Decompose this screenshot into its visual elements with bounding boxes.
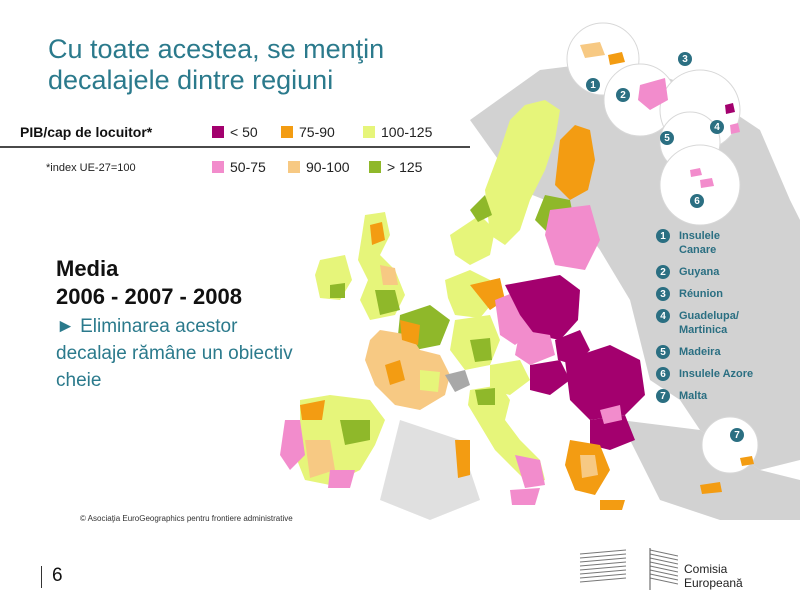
- legend-header: PIB/cap de locuitor*: [20, 124, 153, 140]
- inset-badge-5: 5: [660, 131, 674, 145]
- italy-regions: [455, 385, 545, 505]
- legend-note: *index UE-27=100: [46, 162, 136, 174]
- list-item: 7 Malta: [656, 389, 759, 403]
- slide-number: 6: [52, 565, 63, 586]
- inset-badge-4: 4: [710, 120, 724, 134]
- inset-badge-3: 3: [678, 52, 692, 66]
- south-east-regions: [565, 345, 645, 450]
- list-number: 4: [656, 309, 670, 323]
- list-item: 6 Insulele Azore: [656, 367, 759, 381]
- list-number: 3: [656, 287, 670, 301]
- outermost-region-insets: [566, 22, 759, 474]
- media-block: Media 2006 - 2007 - 2008 ► Eliminarea ac…: [56, 255, 296, 394]
- legend-swatch: [363, 126, 375, 138]
- legend-divider: [0, 146, 470, 148]
- slide-number-divider: [41, 566, 42, 588]
- title-line-2: decalajele dintre regiuni: [48, 65, 334, 95]
- list-item: 4 Guadelupa/ Martinica: [656, 309, 759, 337]
- legend-label: 100-125: [381, 124, 433, 140]
- list-number: 6: [656, 367, 670, 381]
- org-line-2: Europeană: [684, 576, 743, 590]
- island-label: Madeira: [679, 346, 721, 358]
- list-item: 2 Guyana: [656, 265, 759, 279]
- island-label: Guyana: [679, 266, 720, 278]
- legend-item-gt125: > 125: [369, 159, 422, 175]
- islands-list: 1 Insulele Canare 2 Guyana 3 Réunion 4 G…: [656, 229, 759, 411]
- european-commission-logo: [579, 548, 678, 590]
- scandinavia-regions: [450, 100, 595, 265]
- legend-item-100-125: 100-125: [363, 124, 432, 140]
- copyright-note: © Asociaţia EuroGeographics pentru front…: [80, 514, 293, 523]
- inset-regions: [580, 42, 754, 466]
- legend-swatch: [369, 161, 381, 173]
- legend-label: < 50: [230, 124, 258, 140]
- media-years: 2006 - 2007 - 2008: [56, 284, 242, 309]
- island-label: Insulele Azore: [679, 368, 754, 380]
- uk-ireland-regions: [315, 212, 405, 320]
- legend-label: 90-100: [306, 159, 350, 175]
- western-europe-regions: [365, 270, 505, 410]
- list-number: 1: [656, 229, 670, 243]
- iberia-regions: [280, 395, 385, 488]
- legend-swatch: [212, 126, 224, 138]
- slide-title: Cu toate acestea, se menţin decalajele d…: [48, 34, 468, 96]
- inset-badge-6: 6: [690, 194, 704, 208]
- legend-swatch: [288, 161, 300, 173]
- greece-regions: [565, 440, 625, 510]
- list-item: 1 Insulele Canare: [656, 229, 759, 257]
- central-europe-regions: [490, 275, 590, 395]
- legend-item-75-90: 75-90: [281, 124, 335, 140]
- inset-badge-2: 2: [616, 88, 630, 102]
- inset-badge-7: 7: [730, 428, 744, 442]
- organization-name: Comisia Europeană: [684, 562, 743, 590]
- legend-label: 75-90: [299, 124, 335, 140]
- legend-swatch: [281, 126, 293, 138]
- list-item: 5 Madeira: [656, 345, 759, 359]
- legend-item-90-100: 90-100: [288, 159, 350, 175]
- org-line-1: Comisia: [684, 562, 728, 576]
- island-label: Réunion: [679, 288, 723, 300]
- baltic-regions: [545, 205, 600, 270]
- legend-label: 50-75: [230, 159, 266, 175]
- media-heading: Media: [56, 256, 119, 281]
- list-item: 3 Réunion: [656, 287, 759, 301]
- cyprus-region: [700, 482, 722, 494]
- legend-item-lt50: < 50: [212, 124, 258, 140]
- legend-item-50-75: 50-75: [212, 159, 266, 175]
- island-label: Guadelupa/ Martinica: [679, 310, 739, 336]
- list-number: 2: [656, 265, 670, 279]
- media-text: ► Eliminarea acestor decalaje rămâne un …: [56, 316, 293, 391]
- island-label: Malta: [679, 390, 708, 402]
- inset-badge-1: 1: [586, 78, 600, 92]
- list-number: 5: [656, 345, 670, 359]
- title-line-1: Cu toate acestea, se menţin: [48, 34, 385, 64]
- legend-swatch: [212, 161, 224, 173]
- list-number: 7: [656, 389, 670, 403]
- legend-label: > 125: [387, 159, 423, 175]
- island-label: Insulele Canare: [679, 230, 720, 256]
